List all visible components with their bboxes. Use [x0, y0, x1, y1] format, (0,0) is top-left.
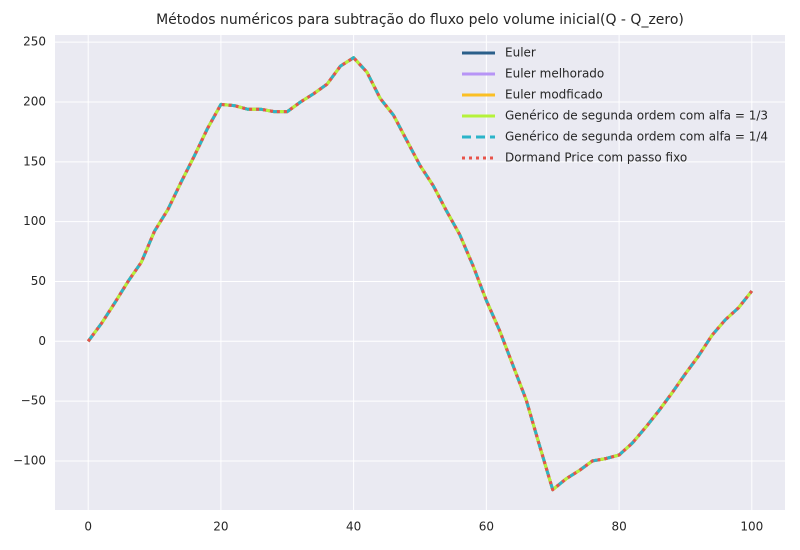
y-tick-label: 50 — [31, 274, 46, 288]
x-tick-label: 40 — [346, 520, 361, 534]
y-tick-label: −50 — [21, 394, 46, 408]
legend-label: Euler — [505, 46, 536, 60]
y-tick-label: 250 — [23, 35, 46, 49]
x-tick-label: 100 — [740, 520, 763, 534]
x-tick-label: 20 — [213, 520, 228, 534]
legend-label: Dormand Price com passo fixo — [505, 151, 687, 165]
plot-area — [55, 35, 785, 510]
x-tick-label: 60 — [479, 520, 494, 534]
y-tick-label: −100 — [13, 453, 46, 467]
y-tick-label: 100 — [23, 214, 46, 228]
legend-label: Euler modficado — [505, 88, 603, 102]
legend-label: Euler melhorado — [505, 67, 604, 81]
y-tick-label: 150 — [23, 154, 46, 168]
x-tick-label: 0 — [84, 520, 92, 534]
series-line — [86, 56, 753, 492]
x-tick-label: 80 — [611, 520, 626, 534]
legend-label: Genérico de segunda ordem com alfa = 1/4 — [505, 130, 768, 144]
y-tick-label: 0 — [38, 334, 46, 348]
y-tick-label: 200 — [23, 95, 46, 109]
legend-label: Genérico de segunda ordem com alfa = 1/3 — [505, 109, 768, 123]
chart-title: Métodos numéricos para subtração do flux… — [156, 12, 684, 28]
